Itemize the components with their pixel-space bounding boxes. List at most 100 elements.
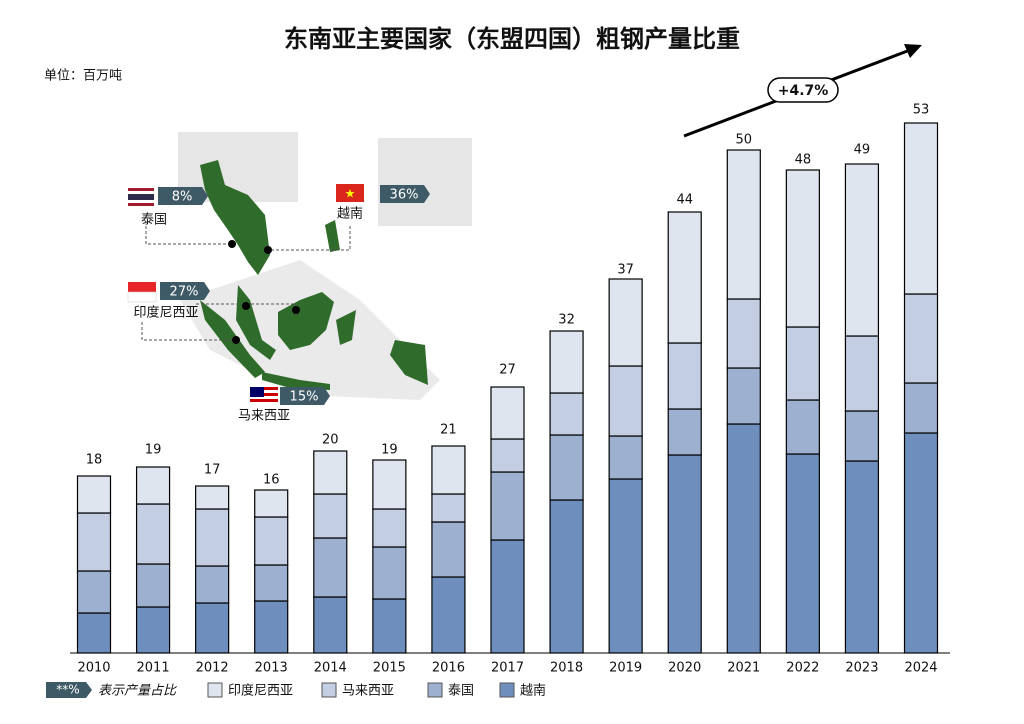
legend-label: 印度尼西亚 (228, 683, 293, 699)
country-label: 越南 (337, 206, 363, 222)
bar-segment (254, 564, 289, 602)
total-label: 21 (440, 423, 457, 438)
map-dot (292, 306, 300, 314)
map-dot (242, 302, 250, 310)
x-tick-label: 2020 (668, 661, 701, 676)
country-label: 印度尼西亚 (133, 305, 198, 321)
total-label: 48 (795, 153, 812, 168)
total-label: 16 (263, 473, 280, 488)
bar-segment (667, 454, 702, 654)
total-label: 32 (558, 313, 575, 328)
legend-label: 泰国 (448, 684, 474, 699)
x-tick-label: 2014 (314, 661, 347, 676)
svg-text:★: ★ (345, 187, 356, 201)
map-country (325, 220, 340, 252)
bar-segment (195, 602, 230, 654)
bar-segment (490, 386, 525, 440)
bar-segment (726, 298, 761, 369)
legend-swatch (321, 682, 337, 698)
unit-label: 单位：百万吨 (44, 69, 122, 84)
x-tick-label: 2021 (727, 661, 760, 676)
map-dot (228, 240, 236, 248)
growth-badge (767, 77, 839, 103)
x-tick-label: 2011 (137, 661, 170, 676)
bar-segment (431, 576, 466, 654)
total-label: 53 (913, 103, 930, 118)
x-tick-label: 2010 (77, 661, 110, 676)
x-tick-label: 2022 (786, 661, 819, 676)
bar-segment (490, 471, 525, 541)
bar-segment (903, 122, 939, 295)
legend-swatch (427, 682, 443, 698)
bar-segment (726, 423, 761, 654)
map-country (278, 292, 334, 350)
legend-label: 越南 (520, 683, 546, 699)
share-badge (158, 187, 208, 205)
growth-label: +4.7% (778, 83, 829, 99)
map-land (378, 138, 472, 226)
bar-segment (903, 432, 939, 654)
bar-segment (431, 445, 466, 495)
map-country (262, 372, 330, 390)
total-label: 18 (86, 453, 103, 468)
leader-line (196, 303, 297, 310)
map: ★ (127, 132, 472, 405)
bar-segment (608, 478, 643, 654)
bar-segment (844, 460, 880, 654)
bar-segment (431, 493, 466, 523)
bar-segment (785, 453, 820, 654)
share-label: 8% (172, 190, 193, 205)
share-label: 36% (390, 188, 419, 203)
flag: ★ (336, 184, 364, 202)
x-tick-label: 2019 (609, 661, 642, 676)
bar-segment (372, 546, 407, 600)
bar-segment (726, 367, 761, 425)
bar-segment (608, 435, 643, 480)
bar-segment (372, 459, 407, 510)
bar-segment (844, 335, 880, 412)
flag (127, 282, 157, 303)
bar-segment (195, 565, 230, 604)
x-tick-label: 2012 (196, 661, 229, 676)
total-label: 50 (736, 133, 753, 148)
trend-arrow-head (904, 44, 922, 58)
map-country (336, 310, 356, 345)
note-symbol: **% (56, 683, 79, 697)
legend-label: 马来西亚 (342, 684, 394, 699)
legend-swatch (499, 682, 515, 698)
bar-segment (372, 598, 407, 654)
bar-segment (785, 399, 820, 455)
x-tick-label: 2016 (432, 661, 465, 676)
map-country (390, 340, 428, 385)
total-label: 49 (854, 143, 871, 158)
leader-line (268, 226, 351, 251)
country-label: 泰国 (141, 213, 167, 228)
share-badge (280, 387, 330, 405)
leader-line (141, 322, 236, 341)
bar-segment (254, 489, 289, 518)
bar-segment (549, 330, 584, 394)
bar-segment (76, 570, 112, 614)
bar-segment (135, 563, 171, 608)
chart-title: 东南亚主要国家（东盟四国）粗钢产量比重 (284, 25, 740, 53)
bar-segment (490, 539, 525, 654)
map-dot (232, 336, 240, 344)
total-label: 19 (381, 443, 398, 458)
bar-segment (135, 466, 171, 505)
x-tick-label: 2015 (373, 661, 406, 676)
x-tick-label: 2017 (491, 661, 524, 676)
bar-segment (549, 434, 584, 501)
map-country (200, 160, 270, 275)
bar-segment (608, 365, 643, 437)
bar-segment (195, 508, 230, 567)
share-label: 15% (290, 390, 319, 405)
country-label: 马来西亚 (238, 409, 290, 424)
x-tick-label: 2013 (255, 661, 288, 676)
share-badge (160, 282, 210, 300)
bar-segment (76, 475, 112, 514)
bar-segment (313, 493, 348, 539)
bar-segment (844, 410, 880, 462)
bar-segment (549, 499, 584, 654)
bar-segment (135, 606, 171, 654)
